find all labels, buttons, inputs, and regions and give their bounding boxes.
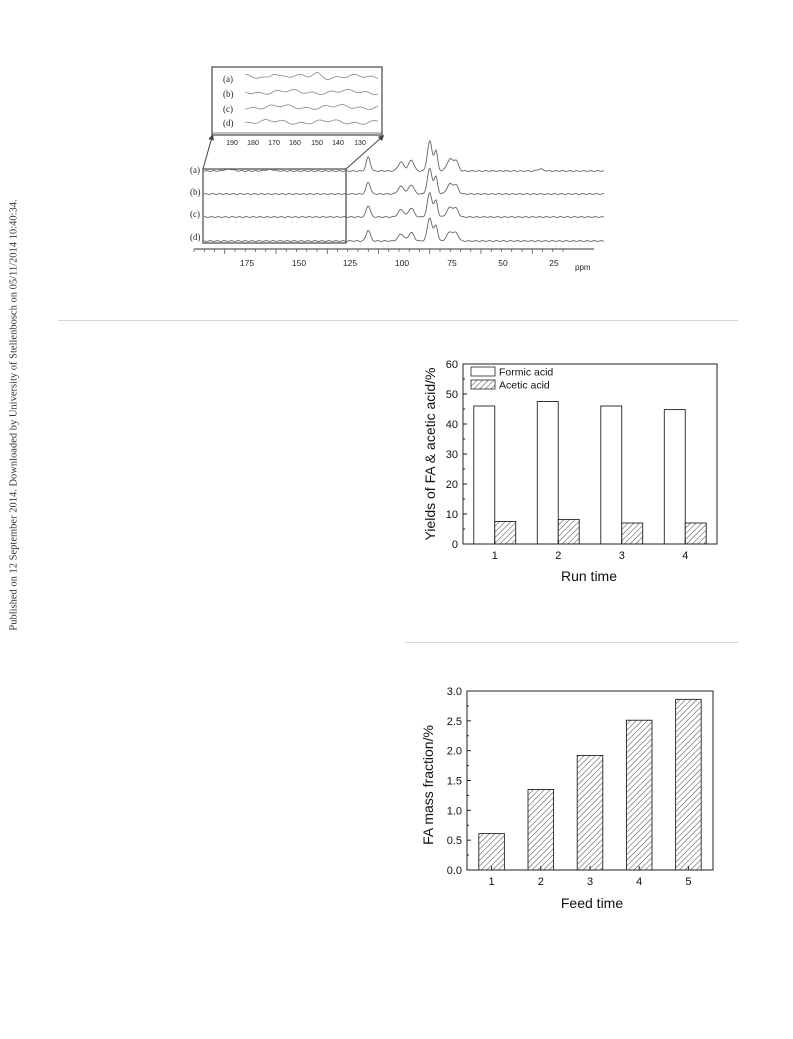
yields-y-label: Yields of FA & acetic acid/%: [422, 367, 438, 540]
yields-x-tick-label: 1: [492, 550, 498, 562]
inset-label-c: (c): [223, 104, 233, 114]
fa-mass-bar-fa-4: [625, 719, 653, 871]
inset-label-b: (b): [223, 89, 234, 99]
publication-side-note: Published on 12 September 2014. Download…: [2, 190, 26, 640]
yields-bar-formic-3: [600, 405, 623, 545]
fa-mass-x-label: Feed time: [561, 895, 623, 911]
fa-mass-x-tick-label: 3: [587, 876, 593, 888]
yields-y-tick-label: 0: [452, 539, 458, 551]
fa-mass-y-tick-label: 2.0: [447, 746, 462, 758]
fa-mass-y-tick-label: 3.0: [447, 686, 462, 698]
nmr-tick-75: 75: [447, 258, 457, 268]
nmr-tick-25: 25: [549, 258, 559, 268]
fa-mass-bar-fa-3: [576, 754, 604, 871]
fa-mass-axes: 0.0 0.5 1.0 1.5 2.0 2.5 3.0 1 2 3 4 5: [447, 686, 714, 888]
legend-label-formic: Formic acid: [499, 367, 553, 379]
yields-x-tick-label: 4: [682, 550, 688, 562]
fa-mass-y-tick-label: 1.0: [447, 805, 462, 817]
inset-tick-190: 190: [226, 140, 238, 147]
inset-trace-a: [245, 72, 379, 80]
zoom-region-box: [202, 168, 347, 244]
yields-y-tick-label: 30: [446, 449, 458, 461]
inset-tick-160: 160: [289, 140, 301, 147]
nmr-axis-minor-ticks: [193, 249, 564, 254]
fa-mass-bar-fa-2: [527, 788, 555, 871]
yields-bar-acetic-3: [621, 522, 644, 545]
inset-label-d: (d): [223, 118, 234, 128]
inset-label-a: (a): [223, 74, 233, 84]
nmr-trace-d: [203, 217, 605, 242]
inset-tick-170: 170: [268, 140, 280, 147]
nmr-tick-175: 175: [240, 258, 254, 268]
fa-mass-x-tick-label: 5: [685, 876, 691, 888]
yields-y-tick-label: 20: [446, 479, 458, 491]
yields-x-label: Run time: [561, 568, 617, 584]
fa-mass-y-tick-label: 0.0: [447, 865, 462, 877]
inset-trace-d: [244, 119, 379, 125]
nmr-tick-100: 100: [395, 258, 409, 268]
nmr-tick-125: 125: [343, 258, 357, 268]
nmr-spectra-figure: (a) (b) (c) (d) (a) (b) (c) (d) 175 150 …: [190, 66, 605, 272]
fa-mass-y-label: FA mass fraction/%: [420, 725, 436, 845]
yields-x-tick-label: 2: [555, 550, 561, 562]
side-note-text: Published on 12 September 2014. Download…: [8, 199, 20, 631]
inset-box: [211, 66, 383, 136]
yields-y-tick-label: 40: [446, 419, 458, 431]
fa-mass-bar-fa-5: [675, 698, 702, 871]
fa-mass-y-tick-label: 0.5: [447, 835, 462, 847]
nmr-trace-a: [203, 139, 605, 172]
yields-y-tick-label: 10: [446, 509, 458, 521]
separator-rule-middle: [405, 642, 738, 643]
yields-bar-acetic-2: [557, 518, 580, 545]
inset-trace-b: [244, 88, 379, 96]
fa-mass-y-tick-label: 1.5: [447, 776, 462, 788]
inset-tick-140: 140: [332, 140, 344, 147]
inset-trace-c: [244, 104, 379, 111]
fa-mass-y-tick-label: 2.5: [447, 716, 462, 728]
trace-label-b: (b): [190, 187, 201, 197]
nmr-trace-b: [203, 167, 604, 195]
nmr-traces: [203, 139, 605, 242]
yields-bar-acetic-1: [494, 521, 517, 545]
inset-arrow-right: [345, 135, 385, 170]
trace-label-a: (a): [190, 165, 200, 175]
yields-x-tick-label: 3: [619, 550, 625, 562]
trace-label-c: (c): [190, 209, 200, 219]
fa-mass-x-tick-label: 1: [489, 876, 495, 888]
yields-axes: 0 10 20 30 40 50 60 1 2 3 4: [446, 359, 718, 562]
yields-bar-formic-1: [473, 405, 496, 545]
trace-label-d: (d): [190, 232, 201, 242]
fa-mass-fraction-bar-chart: 0.0 0.5 1.0 1.5 2.0 2.5 3.0 1 2 3 4 5 Feed time FA …: [420, 686, 714, 911]
inset-tick-180: 180: [247, 140, 259, 147]
inset-tick-150: 150: [311, 140, 323, 147]
nmr-axis-unit: ppm: [575, 263, 591, 272]
yields-bars: [473, 401, 707, 545]
separator-rule-top: [58, 320, 738, 321]
nmr-trace-c: [203, 191, 605, 218]
inset-arrow-left: [202, 134, 215, 170]
fa-mass-bars: [478, 698, 702, 871]
fa-mass-bar-fa-1: [478, 833, 505, 871]
legend-label-acetic: Acetic acid: [499, 380, 550, 392]
yields-bar-acetic-4: [684, 522, 707, 545]
yields-bar-formic-2: [536, 401, 559, 545]
nmr-tick-150: 150: [292, 258, 306, 268]
nmr-tick-50: 50: [498, 258, 508, 268]
yields-bar-formic-4: [663, 409, 686, 545]
yields-y-tick-label: 60: [446, 359, 458, 371]
fa-mass-x-tick-label: 2: [538, 876, 544, 888]
nmr-inset-traces: [244, 72, 379, 125]
inset-tick-130: 130: [354, 140, 366, 147]
legend-swatch-acetic: [470, 379, 496, 390]
fa-mass-x-tick-label: 4: [636, 876, 642, 888]
yields-y-tick-label: 50: [446, 389, 458, 401]
legend-swatch-formic: [470, 366, 496, 377]
